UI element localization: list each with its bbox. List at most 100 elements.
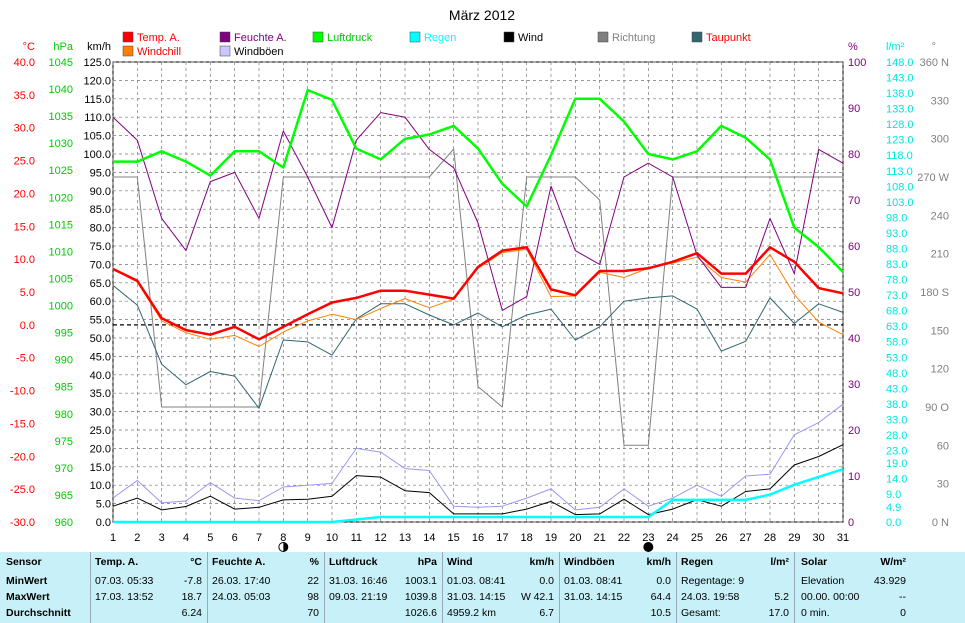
stats-gust: Windböen km/h 01.03. 08:41 0.0 31.03. 14…: [559, 552, 677, 623]
axis-tick-label-pres: 985: [55, 382, 73, 394]
stats-wind-max-time: 31.03. 14:15: [447, 591, 506, 603]
stats-rain-title: Regen: [681, 556, 714, 568]
axis-tick-label-pres: 990: [55, 355, 73, 367]
axis-unit-temp: °C: [23, 41, 35, 53]
axis-tick-label-rain: 28.0: [886, 430, 907, 442]
stats-pres-title: Luftdruck: [329, 556, 378, 568]
legend-label: Regen: [424, 32, 456, 44]
axis-tick-label-dir: 150: [931, 325, 949, 337]
axis-tick-label-hum: 100: [848, 57, 866, 69]
axis-tick-label-wind: 5.0: [96, 499, 111, 511]
axis-tick-label-rain: 103.0: [886, 197, 914, 209]
x-tick-label: 2: [134, 532, 140, 544]
axis-tick-label-wind: 55.0: [90, 315, 111, 327]
x-tick-label: 3: [159, 532, 165, 544]
axis-tick-label-rain: 4.9: [886, 502, 901, 514]
stats-solar-title: Solar: [801, 556, 828, 568]
series-line-temp-a-: [112, 246, 844, 341]
stats-hum-min-time: 26.03. 17:40: [212, 575, 271, 587]
stats-hum-max-time: 24.03. 05:03: [212, 591, 271, 603]
axis-tick-label-pres: 1045: [49, 57, 73, 69]
axis-tick-label-temp: 40.0: [14, 57, 35, 69]
stats-wind-distance: 4959.2 km: [447, 607, 497, 619]
stats-gust-avg: 10.5: [650, 607, 671, 619]
legend-label: Richtung: [612, 32, 655, 44]
stats-rain: Regen l/m² Regentage: 9 24.03. 19:58 5.2…: [676, 552, 795, 623]
axis-tick-label-wind: 15.0: [90, 462, 111, 474]
legend-swatch: [219, 31, 231, 43]
axis-tick-label-wind: 30.0: [90, 407, 111, 419]
axis-tick-label-wind: 125.0: [83, 57, 111, 69]
x-tick-label: 10: [326, 532, 338, 544]
axis-tick-label-rain: 138.0: [886, 88, 914, 100]
chart-axes: -30.0-25.0-20.0-15.0-10.0-5.00.05.010.01…: [10, 41, 950, 544]
axis-tick-label-temp: -30.0: [10, 517, 35, 529]
legend-label: Wind: [518, 32, 543, 44]
x-tick-label: 4: [183, 532, 189, 544]
stats-gust-unit: km/h: [646, 556, 671, 568]
axis-tick-label-hum: 50: [848, 287, 860, 299]
chart-series: [112, 88, 844, 524]
axis-tick-label-rain: 68.0: [886, 306, 907, 318]
stats-gust-title: Windböen: [564, 556, 615, 568]
series-line-feuchte-a-: [112, 112, 844, 311]
weather-chart: März 2012 Temp. A. Windchill Feuchte A. Win…: [10, 7, 950, 552]
stats-rain-total-label: Gesamt:: [681, 607, 721, 619]
stats-wind-avg: 6.7: [539, 607, 554, 619]
stats-temp-min-time: 07.03. 05:33: [95, 575, 154, 587]
stats-wind-max-dir: W: [521, 591, 531, 603]
stats-gust-max-time: 31.03. 14:15: [564, 591, 623, 603]
stats-pres-unit: hPa: [417, 556, 437, 568]
chart-title: März 2012: [449, 7, 515, 23]
axis-tick-label-hum: 80: [848, 149, 860, 161]
x-tick-label: 31: [837, 532, 849, 544]
axis-tick-label-wind: 80.0: [90, 223, 111, 235]
x-tick-label: 14: [423, 532, 435, 544]
axis-tick-label-pres: 970: [55, 463, 73, 475]
stats-pres-max-time: 09.03. 21:19: [329, 591, 388, 603]
axis-tick-label-rain: 63.0: [886, 321, 907, 333]
x-tick-label: 5: [207, 532, 213, 544]
axis-tick-label-wind: 60.0: [90, 296, 111, 308]
axis-unit-dir: °: [932, 41, 936, 53]
axis-tick-label-temp: 25.0: [14, 156, 35, 168]
stats-solar-avg: 0: [900, 607, 906, 619]
stats-solar-elev: 43.929: [873, 575, 906, 587]
x-tick-label: 13: [399, 532, 411, 544]
axis-tick-label-dir: 90 O: [925, 402, 949, 414]
stats-pres-min: 1003.1: [404, 575, 437, 587]
axis-tick-label-rain: 53.0: [886, 352, 907, 364]
x-tick-label: 26: [715, 532, 727, 544]
series-line-wind: [112, 444, 844, 516]
axis-tick-label-rain: 19.0: [886, 458, 907, 470]
series-line-richtung: [113, 148, 843, 446]
axis-tick-label-wind: 0.0: [96, 517, 111, 529]
new-moon-icon: [643, 542, 654, 552]
series-line-taupunkt: [112, 285, 844, 409]
stats-hum-min: 22: [307, 575, 319, 587]
x-tick-label: 19: [545, 532, 557, 544]
axis-tick-label-wind: 75.0: [90, 241, 111, 253]
legend-swatch: [219, 45, 231, 57]
axis-tick-label-rain: 133.0: [886, 104, 914, 116]
stats-gust-min: 0.0: [656, 575, 671, 587]
axis-tick-label-wind: 110.0: [84, 112, 111, 124]
legend-label: Taupunkt: [706, 32, 751, 44]
axis-tick-label-dir: 360 N: [920, 57, 949, 69]
stats-rain-max-time: 24.03. 19:58: [681, 591, 740, 603]
axis-tick-label-hum: 30: [848, 379, 860, 391]
stats-solar-avg-label: 0 min.: [801, 607, 830, 619]
x-tick-label: 21: [594, 532, 606, 544]
moon-shade: [283, 542, 288, 552]
axis-tick-label-wind: 50.0: [90, 333, 111, 345]
axis-tick-label-pres: 1030: [49, 138, 73, 150]
axis-tick-label-temp: -15.0: [10, 418, 35, 430]
stats-temp-max: 18.7: [181, 591, 202, 603]
legend-swatch: [597, 31, 609, 43]
axis-tick-label-rain: 0.0: [886, 517, 901, 529]
axis-tick-label-wind: 45.0: [90, 351, 111, 363]
stats-solar: Solar W/m² Elevation 43.929 00.00. 00:00…: [794, 552, 912, 623]
stats-pressure: Luftdruck hPa 31.03. 16:46 1003.1 09.03.…: [324, 552, 443, 623]
axis-unit-wind: km/h: [87, 41, 111, 53]
axis-tick-label-wind: 40.0: [90, 370, 111, 382]
